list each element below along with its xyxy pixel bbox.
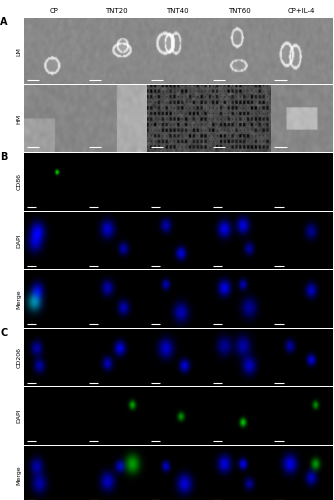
Text: CP+IL-4: CP+IL-4 xyxy=(288,8,315,14)
Text: Merge: Merge xyxy=(17,289,22,308)
Text: B: B xyxy=(0,152,8,162)
Text: LM: LM xyxy=(17,47,22,56)
Text: C: C xyxy=(0,328,8,338)
Text: Merge: Merge xyxy=(17,465,22,484)
Text: TNT60: TNT60 xyxy=(228,8,251,14)
Text: CD206: CD206 xyxy=(17,347,22,368)
Text: HM: HM xyxy=(17,114,22,124)
Text: A: A xyxy=(0,18,8,28)
Text: DAPI: DAPI xyxy=(17,409,22,424)
Text: TNT20: TNT20 xyxy=(105,8,127,14)
Text: DAPI: DAPI xyxy=(17,233,22,248)
Text: TNT40: TNT40 xyxy=(167,8,189,14)
Text: CP: CP xyxy=(50,8,59,14)
Text: CD86: CD86 xyxy=(17,173,22,190)
